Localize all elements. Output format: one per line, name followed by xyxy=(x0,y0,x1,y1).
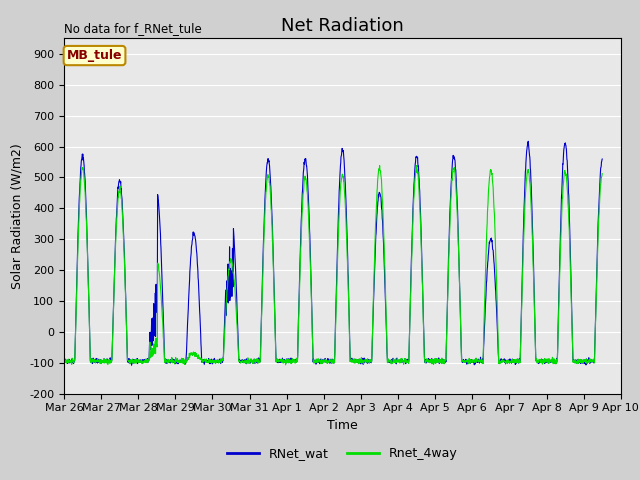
Title: Net Radiation: Net Radiation xyxy=(281,17,404,36)
Line: RNet_wat: RNet_wat xyxy=(64,141,602,365)
RNet_wat xyxy=(268,210,276,216)
RNet_wat xyxy=(468,358,476,364)
Y-axis label: Solar Radiation (W/m2): Solar Radiation (W/m2) xyxy=(11,143,24,289)
Rnet_4way xyxy=(468,358,476,364)
RNet_wat xyxy=(128,362,136,368)
Rnet_4way xyxy=(598,171,606,177)
Rnet_4way xyxy=(460,359,468,364)
RNet_wat xyxy=(60,358,68,363)
Rnet_4way xyxy=(291,357,298,362)
Line: Rnet_4way: Rnet_4way xyxy=(64,166,602,365)
Text: MB_tule: MB_tule xyxy=(67,49,122,62)
RNet_wat xyxy=(574,358,582,363)
RNet_wat xyxy=(171,360,179,366)
RNet_wat xyxy=(598,156,606,162)
Text: No data for f_RNet_tule: No data for f_RNet_tule xyxy=(64,22,202,35)
Rnet_4way xyxy=(268,215,275,220)
Rnet_4way xyxy=(282,362,289,368)
Rnet_4way xyxy=(413,163,420,168)
Rnet_4way xyxy=(574,359,582,365)
RNet_wat xyxy=(460,357,467,362)
X-axis label: Time: Time xyxy=(327,419,358,432)
RNet_wat xyxy=(291,357,298,362)
Rnet_4way xyxy=(170,358,178,364)
Legend: RNet_wat, Rnet_4way: RNet_wat, Rnet_4way xyxy=(223,443,462,466)
Rnet_4way xyxy=(60,359,68,365)
RNet_wat xyxy=(524,138,532,144)
